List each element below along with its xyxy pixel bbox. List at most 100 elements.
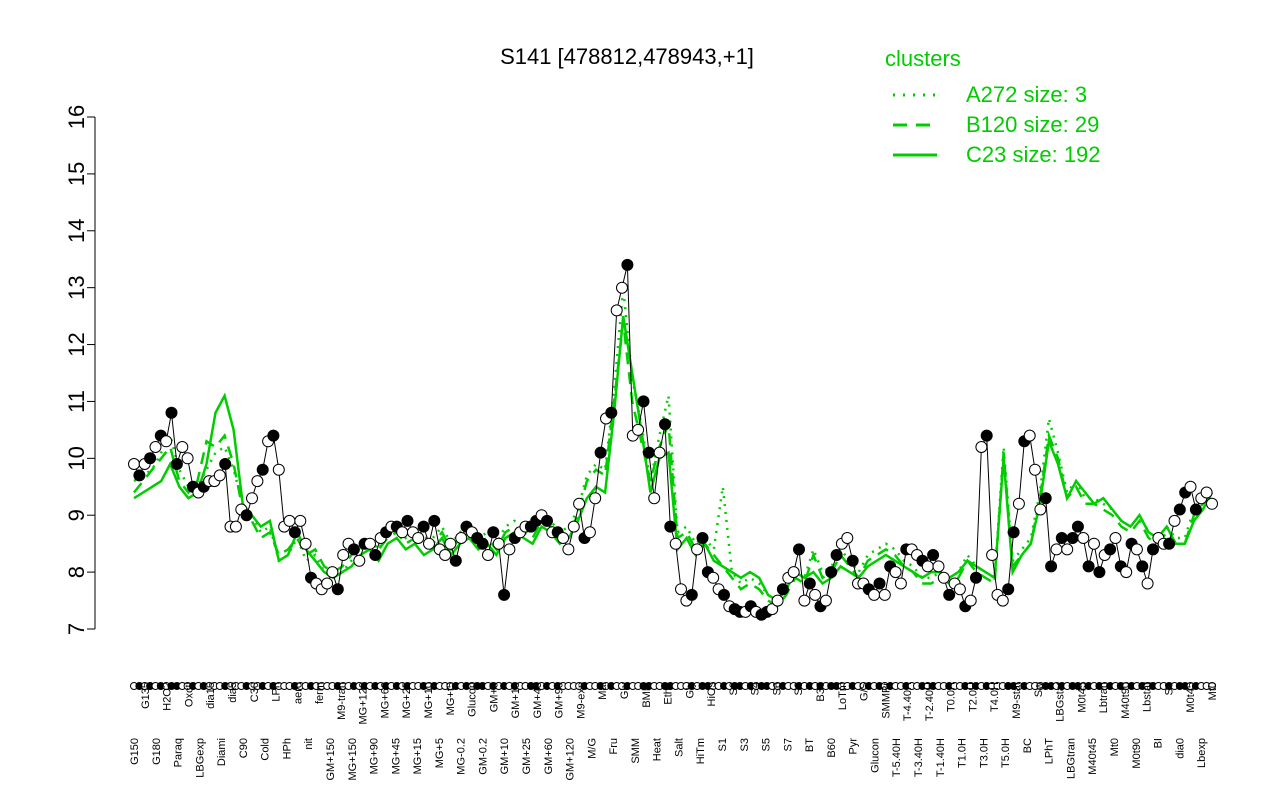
data-point [396,526,409,539]
data-point [771,594,784,607]
data-point [707,571,720,584]
x-tick-label: S1 [717,738,729,751]
x-tick-label: Etha [663,681,675,705]
y-tick-label: 8 [64,566,89,578]
x-tick-label: HiOs [706,682,718,707]
x-tick-label: GM+90 [554,682,566,718]
x-tick-label: MG+5 [434,738,446,768]
x-tick-label: Glucon [467,682,479,717]
x-tick-label: GM+45 [532,682,544,718]
y-axis: 7 8 9 10 11 12 13 14 15 16 [64,105,96,635]
x-tick-label: Lbtran [1098,682,1110,713]
x-tick-label: MG+150 [347,738,359,781]
x-tick-label: MG+120 [358,682,370,725]
x-tick-label: S7 [782,738,794,751]
chart-title: S141 [478812,478943,+1] [500,44,754,69]
x-tick-label: S0 [1163,682,1175,695]
data-point [1163,537,1176,550]
data-point [283,514,296,527]
x-tick-label: M9-stat [1011,682,1023,719]
data-point [809,588,822,601]
data-point [637,395,650,408]
data-point [1130,543,1143,556]
data-point [160,435,173,448]
data-point [503,543,516,556]
x-rug-mark [1208,682,1216,690]
y-tick-label: 14 [64,219,89,243]
data-point [659,418,671,431]
data-point [675,583,687,596]
x-tick-label: S3 [739,738,751,751]
x-tick-label: Pyr [848,738,860,755]
data-point [1066,532,1079,544]
data-point [1200,486,1213,499]
data-point [562,543,575,556]
x-tick-label: Lbexp [1196,738,1208,768]
x-tick-label: C30 [249,682,261,702]
data-point [616,281,628,294]
y-tick-label: 16 [64,105,89,129]
data-point [889,566,902,579]
x-tick-label: Cold [260,738,272,761]
x-tick-label: M40t90 [1120,682,1132,719]
data-point [1147,543,1159,556]
x-tick-label: M9-exp [575,682,587,719]
data-point [1120,566,1133,579]
x-tick-label: LBGstat [1055,682,1067,722]
x-tick-label: M0t45 [1076,682,1088,713]
x-tick-label: S4 [750,682,762,695]
cluster-line-solid [133,315,1214,603]
x-tick-label: Mt0 [1207,682,1219,700]
cluster-line-dashed [133,321,1213,608]
x-tick-label: T4.0H [989,682,1001,712]
legend-title: clusters [885,46,961,71]
x-tick-label: G180 [151,738,163,765]
legend-label-c23: C23 size: 192 [966,142,1101,167]
data-point [583,526,596,539]
data-point [331,583,344,596]
data-point [487,526,500,539]
legend-label-a272: A272 size: 3 [966,82,1087,107]
data-point [1039,492,1052,505]
data-point [417,520,430,533]
x-tick-label: MG-0.2 [456,738,468,775]
data-point [718,588,730,601]
data-point [272,463,285,476]
x-tick-label: Diami [216,738,228,766]
data-point [589,492,602,505]
data-point [691,543,704,556]
data-point [492,537,505,550]
y-tick-label: 12 [64,332,89,356]
data-point [594,446,607,459]
data-point [401,514,414,527]
data-point [181,452,194,465]
x-tick-label: Glucon [869,738,881,773]
legend-label-b120: B120 size: 29 [966,112,1099,137]
x-tick-label: Gly [684,682,696,699]
x-tick-label: dia0 [1174,738,1186,759]
x-tick-label: BMM [641,682,653,708]
data-point [170,458,183,470]
data-point [1206,497,1218,510]
data-point [1002,583,1015,596]
data-point [347,543,360,556]
data-point [428,514,441,527]
data-point [476,537,489,550]
x-tick-label: GM+10 [499,738,511,774]
x-tick-label: Oxctl [183,682,195,707]
data-point [567,520,580,533]
data-point [1077,532,1090,544]
x-tick-label: LBGexp [194,738,206,778]
x-tick-label: T2.0H [967,682,979,712]
data-point [1141,577,1154,590]
x-tick-label: T-1.40H [935,738,947,777]
data-point [1104,543,1117,556]
data-point [219,458,232,470]
data-point [819,594,832,607]
data-point [932,560,945,573]
data-point [1012,497,1025,510]
data-point [256,463,269,476]
data-point [921,560,934,573]
x-tick-label: M/G [586,738,598,759]
x-tick-label: T0.0H [946,682,958,712]
